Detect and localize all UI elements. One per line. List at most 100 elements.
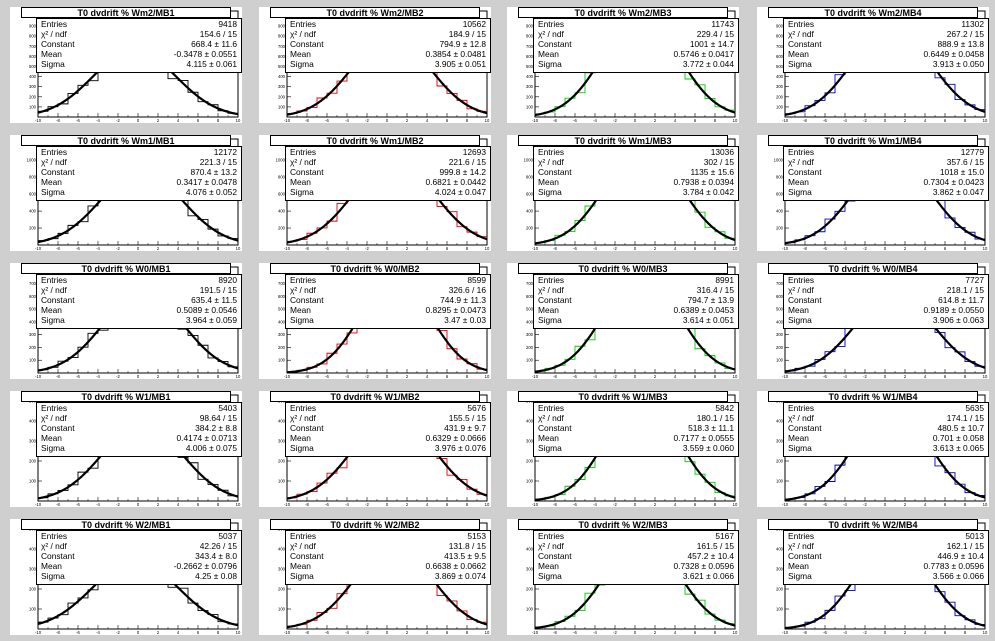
stats-label: Sigma xyxy=(290,315,314,325)
stats-label: Sigma xyxy=(538,187,562,197)
x-tick-label: 4 xyxy=(177,118,180,123)
stats-label: Mean xyxy=(290,49,311,59)
stats-label: χ² / ndf xyxy=(538,541,564,551)
stats-label: χ² / ndf xyxy=(41,29,67,39)
stats-value: 0.4174 ± 0.0713 xyxy=(176,433,237,443)
stats-row-chi2: χ² / ndf 229.4 / 15 xyxy=(538,29,734,39)
stats-value: 0.9189 ± 0.0550 xyxy=(923,305,984,315)
x-tick-label: 10 xyxy=(733,630,738,635)
y-tick-label: 700 xyxy=(29,44,37,49)
x-tick-label: 4 xyxy=(177,630,180,635)
stats-row-entries: Entries 13036 xyxy=(538,147,734,157)
x-tick-label: -8 xyxy=(305,502,309,507)
x-tick-label: -4 xyxy=(96,374,100,379)
y-tick-label: 300 xyxy=(278,567,286,572)
stats-label: Sigma xyxy=(290,571,314,581)
stats-row-chi2: χ² / ndf 161.5 / 15 xyxy=(538,541,734,551)
stats-label: Entries xyxy=(538,403,565,413)
x-tick-label: 10 xyxy=(983,630,988,635)
stats-row-mean: Mean 0.8295 ± 0.0473 xyxy=(290,305,486,315)
y-tick-label: 300 xyxy=(526,84,534,89)
x-tick-label: 2 xyxy=(904,118,907,123)
x-tick-label: -4 xyxy=(96,502,100,507)
x-tick-label: 0 xyxy=(386,246,389,251)
y-tick-label: 200 xyxy=(776,587,784,592)
x-tick-label: 0 xyxy=(634,502,637,507)
x-tick-label: 2 xyxy=(904,630,907,635)
x-tick-label: -2 xyxy=(613,246,617,251)
y-tick-label: 200 xyxy=(29,459,37,464)
y-tick-label: 600 xyxy=(776,54,784,59)
stats-row-chi2: χ² / ndf 98.64 / 15 xyxy=(41,413,237,423)
x-tick-label: -10 xyxy=(284,246,291,251)
y-tick-label: 200 xyxy=(526,94,534,99)
x-tick-label: -6 xyxy=(823,118,827,123)
stats-row-chi2: χ² / ndf 155.5 / 15 xyxy=(290,413,486,423)
histogram-pad: 1002003004005006007008009001000-10-8-6-4… xyxy=(507,7,739,123)
y-tick-label: 500 xyxy=(776,307,784,312)
stats-row-sigma: Sigma 3.976 ± 0.076 xyxy=(290,443,486,453)
pad-title: T0 dvdrift % W1/MB2 xyxy=(270,391,480,402)
x-tick-label: 10 xyxy=(983,374,988,379)
x-tick-label: -2 xyxy=(116,502,120,507)
x-tick-label: 8 xyxy=(714,374,717,379)
x-tick-label: 8 xyxy=(217,246,220,251)
x-tick-label: 10 xyxy=(485,118,490,123)
pad-title: T0 dvdrift % W0/MB4 xyxy=(768,263,978,274)
x-tick-label: 2 xyxy=(157,118,160,123)
y-tick-label: 600 xyxy=(776,192,784,197)
stats-value: 42.26 / 15 xyxy=(199,541,237,551)
x-tick-label: 2 xyxy=(654,502,657,507)
stats-row-sigma: Sigma 3.559 ± 0.060 xyxy=(538,443,734,453)
y-tick-label: 400 xyxy=(29,419,37,424)
stats-value: 267.2 / 15 xyxy=(946,29,984,39)
x-tick-label: 6 xyxy=(694,502,697,507)
stats-box: Entries 8991 χ² / ndf 316.4 / 15 Constant 794… xyxy=(533,274,739,329)
y-tick-label: 200 xyxy=(29,226,37,231)
stats-label: χ² / ndf xyxy=(788,285,814,295)
x-tick-label: -8 xyxy=(56,374,60,379)
stats-label: Constant xyxy=(788,167,822,177)
stats-value: 480.5 ± 10.7 xyxy=(937,423,984,433)
x-tick-label: -6 xyxy=(76,246,80,251)
x-tick-label: 10 xyxy=(983,502,988,507)
y-tick-label: 200 xyxy=(278,345,286,350)
x-tick-label: 10 xyxy=(983,118,988,123)
y-tick-label: 200 xyxy=(278,587,286,592)
stats-label: χ² / ndf xyxy=(538,413,564,423)
stats-row-mean: Mean 0.701 ± 0.058 xyxy=(788,433,984,443)
x-tick-label: 10 xyxy=(485,630,490,635)
stats-label: Constant xyxy=(538,295,572,305)
stats-label: Entries xyxy=(290,531,317,541)
stats-row-entries: Entries 5842 xyxy=(538,403,734,413)
x-tick-label: 10 xyxy=(733,118,738,123)
x-tick-label: -10 xyxy=(284,118,291,123)
stats-row-entries: Entries 12693 xyxy=(290,147,486,157)
stats-row-entries: Entries 5676 xyxy=(290,403,486,413)
stats-row-sigma: Sigma 3.47 ± 0.03 xyxy=(290,315,486,325)
stats-value: 4.006 ± 0.075 xyxy=(185,443,237,453)
x-tick-label: 10 xyxy=(733,246,738,251)
y-tick-label: 300 xyxy=(29,439,37,444)
histogram-pad: 20040060080010001200-10-8-6-4-20246810T0… xyxy=(507,135,739,251)
stats-value: 12779 xyxy=(960,147,984,157)
x-tick-label: 4 xyxy=(674,502,677,507)
stats-value: 8920 xyxy=(218,275,237,285)
y-tick-label: 800 xyxy=(29,175,37,180)
x-tick-label: -4 xyxy=(345,374,349,379)
x-tick-label: -8 xyxy=(56,246,60,251)
stats-value: 0.6821 ± 0.0442 xyxy=(425,177,486,187)
y-tick-label: 100 xyxy=(29,358,37,363)
stats-value: 5842 xyxy=(715,403,734,413)
stats-row-sigma: Sigma 4.024 ± 0.047 xyxy=(290,187,486,197)
histogram-pad: 20040060080010001200-10-8-6-4-20246810T0… xyxy=(10,135,242,251)
x-tick-label: -6 xyxy=(76,374,80,379)
stats-value: 7727 xyxy=(965,275,984,285)
x-tick-label: -4 xyxy=(345,118,349,123)
x-tick-label: 8 xyxy=(466,374,469,379)
stats-row-chi2: χ² / ndf 221.6 / 15 xyxy=(290,157,486,167)
stats-label: Sigma xyxy=(290,443,314,453)
stats-label: Sigma xyxy=(290,187,314,197)
